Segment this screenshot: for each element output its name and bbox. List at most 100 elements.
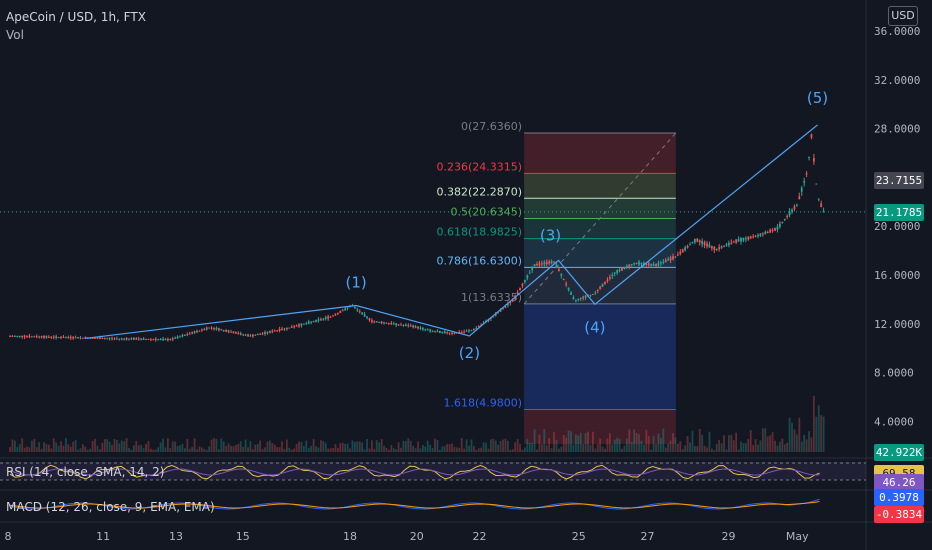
- candle-body: [708, 244, 711, 248]
- volume-bar: [210, 439, 213, 452]
- volume-bar: [256, 444, 259, 452]
- macd-label[interactable]: MACD (12, 26, close, 9, EMA, EMA): [6, 500, 215, 514]
- candle-body: [283, 328, 286, 330]
- candle-body: [421, 327, 424, 330]
- candle-body: [526, 275, 529, 279]
- volume-bar: [200, 447, 203, 452]
- candle-body: [604, 281, 606, 285]
- volume-bar: [531, 443, 534, 452]
- candle-body: [613, 272, 616, 274]
- candle-body: [373, 321, 376, 323]
- candle-body: [33, 336, 36, 338]
- volume-bar: [395, 449, 398, 452]
- candle-body: [358, 311, 361, 313]
- volume-bar: [91, 440, 94, 452]
- volume-bar: [589, 444, 592, 452]
- candle-body: [179, 336, 181, 338]
- volume-bar: [538, 434, 541, 452]
- candle-body: [594, 292, 597, 294]
- candle-body: [744, 238, 747, 240]
- volume-bar: [458, 447, 461, 452]
- volume-bar: [30, 440, 33, 452]
- volume-bar: [676, 443, 679, 452]
- volume-bar: [606, 438, 609, 452]
- candle-body: [69, 336, 72, 339]
- rsi-label[interactable]: RSI (14, close, SMA, 14, 2): [6, 465, 165, 479]
- rsi-line: [9, 464, 820, 480]
- candle-body: [60, 336, 62, 338]
- volume-bar: [322, 440, 325, 452]
- volume-bar: [142, 448, 145, 452]
- candle-body: [72, 336, 75, 339]
- candle-body: [436, 331, 439, 333]
- volume-bar: [361, 442, 364, 452]
- y-tick-label: 32.0000: [874, 74, 920, 87]
- volume-bar: [16, 447, 19, 452]
- candle-body: [740, 238, 742, 242]
- volume-bar: [264, 447, 266, 452]
- candle-body: [176, 336, 179, 339]
- candle-body: [336, 312, 339, 314]
- candle-body: [761, 233, 764, 235]
- symbol-title[interactable]: ApeCoin / USD, 1h, FTX: [6, 10, 146, 24]
- candle-body: [710, 246, 713, 249]
- volume-bar: [521, 449, 524, 452]
- volume-bar: [390, 445, 393, 452]
- candle-body: [171, 337, 174, 340]
- volume-bar: [60, 441, 62, 452]
- candle-body: [800, 187, 803, 192]
- candle-body: [81, 337, 84, 339]
- candle-body: [817, 198, 820, 200]
- candle-body: [300, 323, 303, 326]
- volume-bar: [385, 447, 388, 452]
- currency-button[interactable]: USD: [888, 6, 918, 26]
- volume-bar: [135, 441, 138, 452]
- volume-bar: [752, 445, 755, 452]
- candle-body: [681, 249, 684, 253]
- y-tick-label: 12.0000: [874, 318, 920, 331]
- volume-bar: [562, 435, 565, 452]
- volume-bar: [740, 441, 742, 452]
- volume-bar: [548, 437, 551, 452]
- candle-body: [254, 334, 257, 336]
- volume-bar: [230, 445, 232, 452]
- volume-bar: [239, 441, 242, 452]
- volume-bar: [713, 449, 716, 452]
- candle-body: [130, 338, 133, 340]
- candle-body: [169, 339, 172, 341]
- volume-bar: [516, 439, 519, 452]
- candle-body: [727, 242, 730, 246]
- volume-bar: [383, 445, 385, 452]
- candle-body: [696, 238, 699, 242]
- wave-label: (5): [807, 89, 828, 107]
- candle-body: [431, 330, 434, 332]
- candle-body: [64, 337, 67, 339]
- volume-bar: [434, 438, 436, 452]
- volume-bar: [655, 444, 657, 452]
- candle-body: [591, 293, 594, 295]
- candle-body: [101, 337, 104, 339]
- candle-body: [545, 261, 548, 265]
- candle-body: [271, 330, 274, 333]
- candle-body: [655, 263, 657, 267]
- candle-body: [409, 325, 412, 327]
- volume-bar: [249, 441, 252, 452]
- volume-bar: [560, 446, 563, 452]
- volume-bar: [628, 429, 631, 452]
- volume-bar: [492, 438, 495, 452]
- candle-body: [264, 332, 266, 334]
- volume-bar: [810, 437, 813, 452]
- volume-bar: [84, 446, 87, 452]
- volume-bar: [196, 449, 198, 452]
- candle-body: [434, 331, 436, 333]
- volume-label[interactable]: Vol: [6, 28, 24, 42]
- fib-trend-line: [523, 132, 677, 305]
- candle-body: [315, 319, 317, 322]
- candle-body: [509, 301, 512, 304]
- candle-body: [363, 314, 366, 317]
- volume-bar: [111, 445, 113, 452]
- volume-bar: [164, 447, 167, 452]
- volume-bar: [375, 440, 378, 452]
- candle-body: [611, 274, 614, 277]
